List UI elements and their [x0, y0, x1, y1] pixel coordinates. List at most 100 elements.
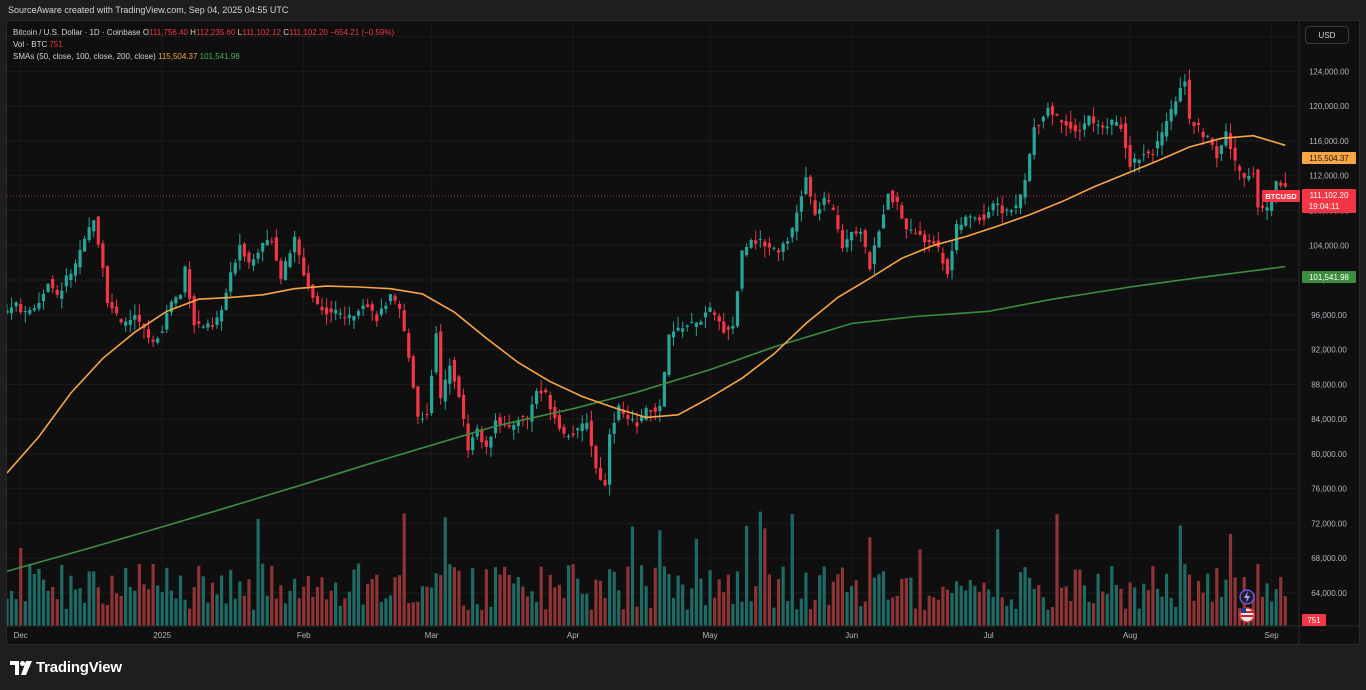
candle-body	[1260, 205, 1265, 208]
candle-body	[379, 308, 383, 315]
candle-body	[324, 307, 329, 315]
volume-bar	[667, 574, 671, 626]
close-label: C	[283, 28, 289, 37]
volume-bar	[731, 603, 735, 626]
tradingview-logo[interactable]: TradingView	[10, 659, 122, 676]
candle-body	[302, 257, 306, 276]
volume-bar	[1279, 576, 1283, 626]
candle-body	[434, 333, 438, 373]
volume-bar	[1169, 597, 1173, 626]
volume-bar	[375, 574, 379, 626]
candle-body	[215, 317, 219, 326]
volume-bar	[1137, 608, 1141, 626]
candle-body	[297, 239, 301, 256]
volume-bar	[110, 575, 114, 626]
volume-bar	[183, 599, 187, 626]
candle-body	[174, 297, 178, 304]
candle-body	[270, 241, 274, 243]
volume-bar	[804, 572, 808, 626]
candle-body	[571, 433, 575, 436]
volume-bar	[32, 574, 36, 626]
symbol-tag: BTCUSD	[1262, 190, 1300, 202]
candle-body	[19, 304, 23, 313]
volume-bar	[571, 564, 575, 626]
candle-body	[767, 243, 772, 248]
candle-body	[484, 440, 488, 447]
volume-bar	[334, 582, 338, 626]
volume-bar	[174, 598, 178, 626]
price-chart[interactable]: 128,000.00124,000.00120,000.00116,000.00…	[7, 21, 1360, 645]
candle-body	[201, 326, 205, 328]
volume-bar	[927, 595, 931, 626]
candle-body	[1169, 108, 1173, 122]
candle-body	[361, 305, 365, 309]
volume-bar	[28, 564, 32, 626]
candle-body	[1201, 131, 1205, 138]
volume-bar	[735, 571, 740, 626]
volume-bar	[493, 567, 498, 626]
volume-bar	[512, 583, 516, 626]
candle-body	[1178, 87, 1182, 102]
volume-bar	[694, 538, 698, 626]
candle-body	[1196, 122, 1201, 125]
candle-body	[69, 273, 73, 281]
volume-bar	[726, 574, 730, 626]
volume-bar	[872, 577, 877, 626]
candle-body	[452, 360, 457, 382]
volume-bar	[434, 573, 438, 626]
candle-body	[1270, 197, 1274, 212]
us-flag-icon[interactable]	[1239, 607, 1255, 623]
volume-bar	[1110, 566, 1114, 626]
sma-legend: SMAs (50, close, 100, close, 200, close)…	[13, 52, 240, 61]
volume-bar	[891, 597, 895, 626]
candle-body	[1279, 182, 1283, 186]
candle-body	[617, 405, 621, 420]
candle-body	[1096, 124, 1100, 126]
sma50-price-tag-text: 115,504.37	[1309, 154, 1349, 163]
volume-bar	[1028, 577, 1032, 626]
close-value: 111,102.20	[288, 28, 328, 37]
volume-bar	[270, 565, 274, 626]
candle-body	[735, 291, 740, 327]
candle-body	[877, 231, 881, 248]
candle-body	[945, 259, 950, 275]
volume-bar	[201, 576, 205, 626]
volume-bar	[114, 593, 119, 626]
volume-bar	[146, 589, 151, 626]
candle-body	[859, 231, 863, 234]
candle-body	[786, 241, 790, 244]
sma50-value: 115,504.37	[157, 52, 198, 61]
candle-body	[461, 394, 466, 419]
volume-bar	[534, 602, 539, 626]
candle-body	[197, 321, 201, 324]
volume-bar	[370, 579, 374, 626]
volume-bar	[219, 575, 224, 626]
volume-bar	[822, 566, 826, 626]
lightning-icon[interactable]	[1239, 589, 1255, 605]
volume-bar	[982, 582, 986, 626]
volume-bar	[69, 575, 73, 626]
candle-body	[23, 311, 27, 313]
volume-legend: Vol · BTC 751	[13, 40, 63, 49]
candle-body	[265, 240, 269, 246]
volume-bar	[681, 584, 685, 626]
candle-body	[366, 304, 370, 308]
candle-body	[1114, 122, 1118, 126]
chart-panel[interactable]: 128,000.00124,000.00120,000.00116,000.00…	[6, 20, 1360, 645]
volume-bar	[1155, 588, 1160, 626]
candle-body	[96, 216, 100, 245]
x-tick-label: Dec	[14, 631, 28, 640]
volume-bar	[361, 604, 365, 626]
candle-body	[293, 236, 297, 253]
candle-body	[1146, 151, 1150, 154]
volume-bar	[1206, 573, 1210, 626]
volume-bar	[288, 590, 292, 626]
countdown-text: 19:04:11	[1309, 202, 1340, 211]
volume-bar	[1032, 589, 1036, 626]
currency-button[interactable]: USD	[1305, 26, 1349, 44]
candle-body	[407, 333, 411, 358]
candle-body	[991, 203, 995, 211]
y-tick-label: 88,000.00	[1311, 380, 1347, 389]
candle-body	[598, 467, 603, 480]
candle-body	[512, 425, 516, 430]
